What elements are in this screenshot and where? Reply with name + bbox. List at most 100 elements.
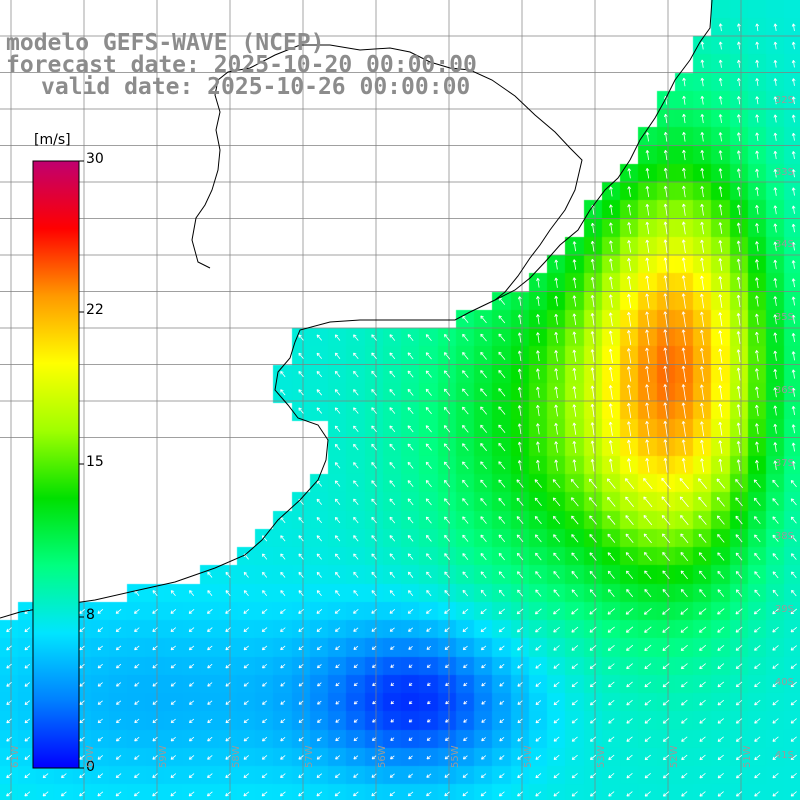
wind-arrow — [590, 754, 597, 761]
wind-arrow — [644, 736, 651, 742]
lat-label: 37S — [774, 458, 794, 469]
wind-arrow — [280, 663, 286, 669]
wind-arrow — [371, 352, 377, 360]
wind-arrow — [644, 626, 652, 633]
wind-arrow — [443, 479, 451, 488]
wind-arrow — [298, 773, 304, 779]
wind-arrow — [736, 349, 741, 363]
wind-arrow — [425, 480, 432, 488]
wind-arrow — [663, 257, 668, 272]
wind-arrow — [699, 736, 706, 742]
wind-arrow — [737, 41, 741, 50]
wind-arrow — [170, 773, 177, 779]
wind-arrow — [79, 645, 85, 651]
wind-arrow — [572, 331, 577, 344]
wind-arrow — [481, 718, 486, 723]
wind-arrow — [115, 645, 122, 651]
wind-arrow — [425, 461, 432, 469]
wind-arrow — [353, 462, 359, 469]
wind-arrow — [700, 458, 705, 473]
wind-arrow — [389, 609, 396, 614]
wind-arrow — [554, 259, 559, 270]
wind-arrow — [535, 700, 542, 706]
wind-arrow — [717, 589, 725, 597]
wind-arrow — [682, 149, 686, 161]
wind-arrow — [736, 331, 741, 344]
wind-arrow — [700, 275, 705, 290]
wind-arrow — [699, 699, 706, 706]
wind-arrow — [408, 590, 414, 597]
wind-arrow — [152, 791, 158, 797]
wind-arrow — [572, 367, 577, 381]
wind-arrow — [462, 608, 469, 614]
wind-arrow — [535, 773, 542, 779]
wind-arrow — [608, 681, 615, 688]
wind-arrow — [353, 443, 359, 451]
lon-label: 52W — [669, 745, 680, 768]
wind-arrow — [662, 570, 670, 580]
wind-arrow — [298, 700, 304, 705]
wind-arrow — [517, 718, 523, 724]
wind-arrow — [663, 113, 668, 124]
wind-arrow — [426, 737, 431, 741]
wind-arrow — [554, 331, 559, 344]
wind-arrow — [389, 370, 396, 378]
wind-arrow — [736, 222, 741, 234]
wind-arrow — [553, 534, 561, 543]
wind-arrow — [772, 718, 779, 724]
wind-arrow — [536, 296, 540, 307]
wind-arrow — [680, 608, 689, 615]
wind-arrow — [645, 439, 650, 455]
wind-arrow — [280, 627, 286, 633]
wind-arrow — [517, 405, 522, 416]
wind-arrow — [571, 736, 578, 742]
title-valid-date: valid date: 2025-10-26 00:00:00 — [41, 74, 471, 100]
wind-arrow — [644, 663, 652, 670]
wind-arrow — [590, 736, 597, 742]
wind-arrow — [663, 384, 668, 401]
wind-arrow — [316, 737, 322, 742]
wind-arrow — [570, 497, 579, 507]
wind-arrow — [261, 791, 268, 797]
wind-arrow — [644, 718, 652, 724]
wind-arrow — [334, 498, 341, 505]
wind-arrow — [681, 311, 686, 328]
wind-arrow — [790, 553, 797, 560]
wind-arrow — [772, 571, 779, 579]
wind-arrow — [735, 497, 743, 507]
wind-arrow — [335, 645, 341, 651]
wind-arrow — [517, 663, 523, 669]
wind-arrow — [188, 791, 195, 797]
wind-arrow — [700, 257, 705, 272]
wind-arrow — [645, 458, 650, 473]
wind-arrow — [152, 700, 158, 705]
wind-arrow — [755, 295, 759, 307]
wind-arrow — [718, 23, 723, 32]
wind-arrow — [663, 203, 668, 216]
wind-arrow — [681, 402, 686, 419]
wind-arrow — [718, 222, 723, 234]
wind-arrow — [608, 791, 615, 797]
wind-arrow — [661, 477, 671, 490]
wind-arrow — [662, 681, 670, 688]
wind-arrow — [463, 664, 468, 669]
wind-arrow — [445, 682, 449, 687]
wind-arrow — [225, 627, 231, 633]
wind-arrow — [280, 645, 286, 651]
wind-arrow — [170, 700, 176, 705]
wind-arrow — [97, 608, 104, 614]
wind-arrow — [42, 773, 49, 779]
lon-label: 60W — [85, 745, 96, 768]
wind-arrow — [680, 644, 688, 651]
wind-arrow — [662, 754, 670, 761]
wind-arrow — [389, 571, 395, 578]
wind-arrow — [590, 276, 595, 289]
wind-arrow — [408, 645, 413, 650]
wind-arrow — [334, 334, 341, 341]
wind-arrow — [680, 626, 689, 633]
wind-arrow — [773, 78, 778, 86]
wind-arrow — [754, 663, 761, 669]
wind-arrow — [280, 700, 286, 705]
wind-arrow — [735, 478, 743, 489]
wind-arrow — [298, 389, 304, 396]
